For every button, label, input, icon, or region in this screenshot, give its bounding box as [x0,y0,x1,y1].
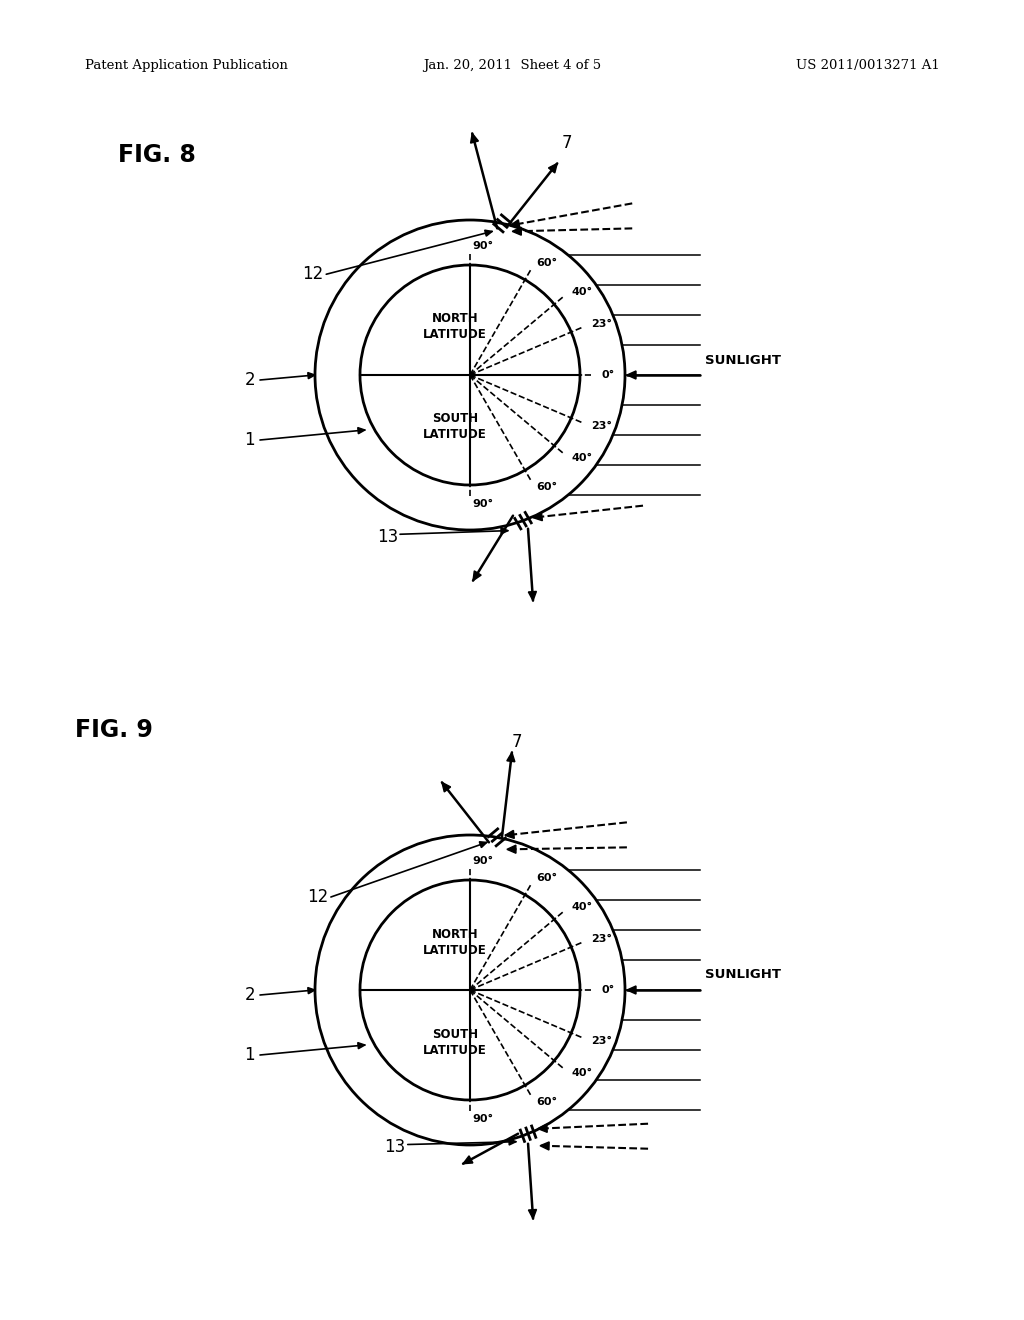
Polygon shape [528,1209,537,1218]
Text: 40°: 40° [571,1068,592,1078]
Text: 0°: 0° [601,370,614,380]
Polygon shape [308,987,315,994]
Polygon shape [357,1043,365,1049]
Polygon shape [501,528,508,535]
Text: 7: 7 [562,135,572,152]
Polygon shape [627,371,636,379]
Text: 40°: 40° [571,286,592,297]
Polygon shape [509,1139,516,1144]
Polygon shape [308,372,315,379]
Text: 90°: 90° [472,1114,494,1125]
Text: 13: 13 [377,528,398,546]
Text: SOUTH
LATITUDE: SOUTH LATITUDE [423,1027,486,1056]
Polygon shape [357,428,365,434]
Text: Patent Application Publication: Patent Application Publication [85,58,288,71]
Text: 60°: 60° [537,1097,558,1107]
Polygon shape [442,783,451,792]
Polygon shape [538,1125,547,1133]
Text: 0°: 0° [601,985,614,995]
Text: 7: 7 [512,734,522,751]
Polygon shape [505,830,514,838]
Text: SUNLIGHT: SUNLIGHT [705,969,781,982]
Text: 23°: 23° [591,319,612,330]
Polygon shape [473,570,481,581]
Text: 2: 2 [245,371,255,389]
Text: SOUTH
LATITUDE: SOUTH LATITUDE [423,412,486,441]
Text: FIG. 9: FIG. 9 [75,718,153,742]
Text: NORTH
LATITUDE: NORTH LATITUDE [423,313,486,342]
Text: 23°: 23° [591,1035,612,1045]
Polygon shape [627,986,636,994]
Text: Jan. 20, 2011  Sheet 4 of 5: Jan. 20, 2011 Sheet 4 of 5 [423,58,601,71]
Polygon shape [507,845,516,853]
Text: 60°: 60° [537,873,558,883]
Text: US 2011/0013271 A1: US 2011/0013271 A1 [797,58,940,71]
Polygon shape [507,752,515,762]
Text: 2: 2 [245,986,255,1005]
Polygon shape [549,164,557,173]
Polygon shape [512,227,521,235]
Polygon shape [540,1142,549,1150]
Text: 12: 12 [302,265,324,284]
Polygon shape [510,220,520,228]
Text: 90°: 90° [472,240,494,251]
Polygon shape [484,230,493,236]
Text: 90°: 90° [472,499,494,510]
Text: NORTH
LATITUDE: NORTH LATITUDE [423,928,486,957]
Polygon shape [471,133,478,143]
Polygon shape [463,1156,473,1164]
Polygon shape [479,842,487,847]
Text: 1: 1 [245,1045,255,1064]
Text: 12: 12 [306,888,328,906]
Text: 40°: 40° [571,453,592,463]
Text: 60°: 60° [537,257,558,268]
Text: SUNLIGHT: SUNLIGHT [705,354,781,367]
Text: 1: 1 [245,432,255,449]
Polygon shape [534,512,543,520]
Text: 40°: 40° [571,902,592,912]
Text: 90°: 90° [472,855,494,866]
Polygon shape [528,591,537,601]
Text: 13: 13 [384,1138,406,1156]
Text: 23°: 23° [591,421,612,430]
Text: 23°: 23° [591,935,612,945]
Text: 60°: 60° [537,482,558,492]
Text: FIG. 8: FIG. 8 [118,143,196,168]
